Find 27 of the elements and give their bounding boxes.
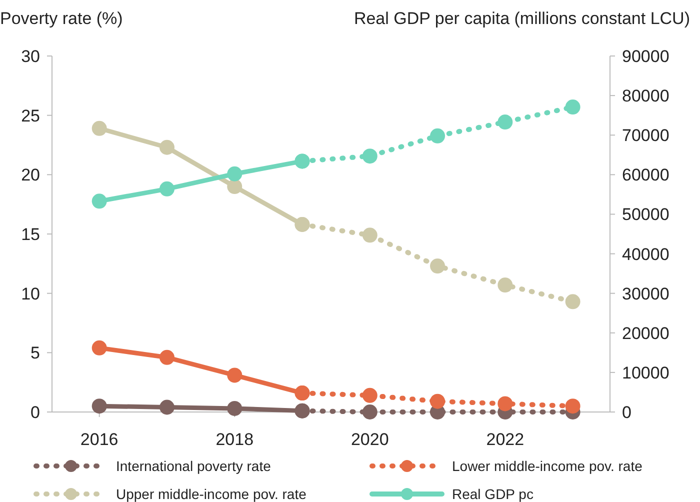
y2-axis-title: Real GDP per capita (millions constant LCU) [354, 9, 690, 28]
legend-label: Upper middle-income pov. rate [116, 486, 307, 502]
y2-tick-label: 80000 [622, 86, 670, 106]
y-tick-label: 10 [21, 284, 40, 304]
y-tick-label: 15 [21, 225, 40, 244]
y2-tick-label: 10000 [622, 363, 670, 382]
y2-tick-label: 70000 [622, 126, 670, 146]
y-tick-label: 25 [21, 106, 40, 126]
x-tick-label: 2018 [216, 430, 254, 449]
legend-label: International poverty rate [116, 458, 272, 474]
y2-tick-label: 90000 [622, 47, 670, 66]
legend-label: Lower middle-income pov. rate [452, 458, 643, 474]
y2-tick-label: 20000 [622, 324, 670, 343]
y-axis-title: Poverty rate (%) [0, 9, 123, 28]
y-tick-label: 5 [30, 344, 40, 363]
y2-tick-label: 0 [622, 403, 632, 422]
y-tick-label: 20 [21, 166, 40, 185]
x-tick-label: 2016 [80, 430, 118, 449]
x-tick-label: 2022 [486, 430, 524, 449]
y2-tick-label: 50000 [622, 205, 670, 224]
x-tick-label: 2020 [350, 430, 389, 449]
y2-tick-label: 30000 [622, 284, 670, 304]
y-tick-label: 30 [21, 47, 40, 66]
y-tick-label: 0 [30, 403, 40, 422]
legend-label: Real GDP pc [452, 486, 534, 502]
y2-tick-label: 60000 [622, 166, 670, 185]
y2-tick-label: 40000 [622, 244, 670, 264]
